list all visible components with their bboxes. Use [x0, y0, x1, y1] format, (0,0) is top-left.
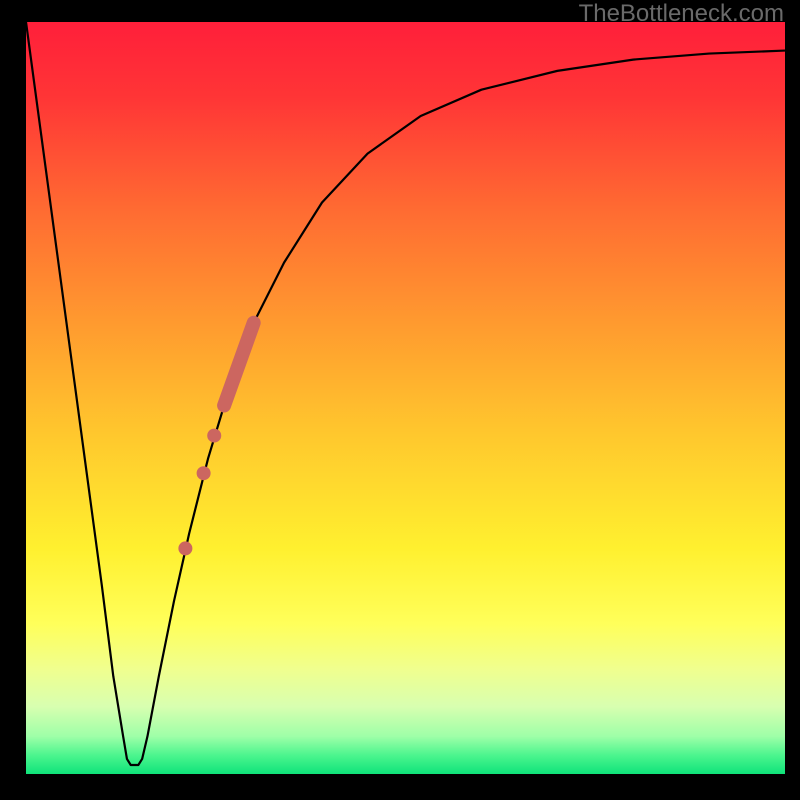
highlight-dot — [178, 541, 192, 555]
chart-svg — [26, 22, 785, 774]
watermark-text: TheBottleneck.com — [579, 0, 784, 28]
highlight-dot — [197, 466, 211, 480]
highlight-dot — [207, 429, 221, 443]
plot-area — [26, 22, 785, 774]
background-gradient — [26, 22, 785, 774]
chart-container: TheBottleneck.com — [0, 0, 800, 800]
